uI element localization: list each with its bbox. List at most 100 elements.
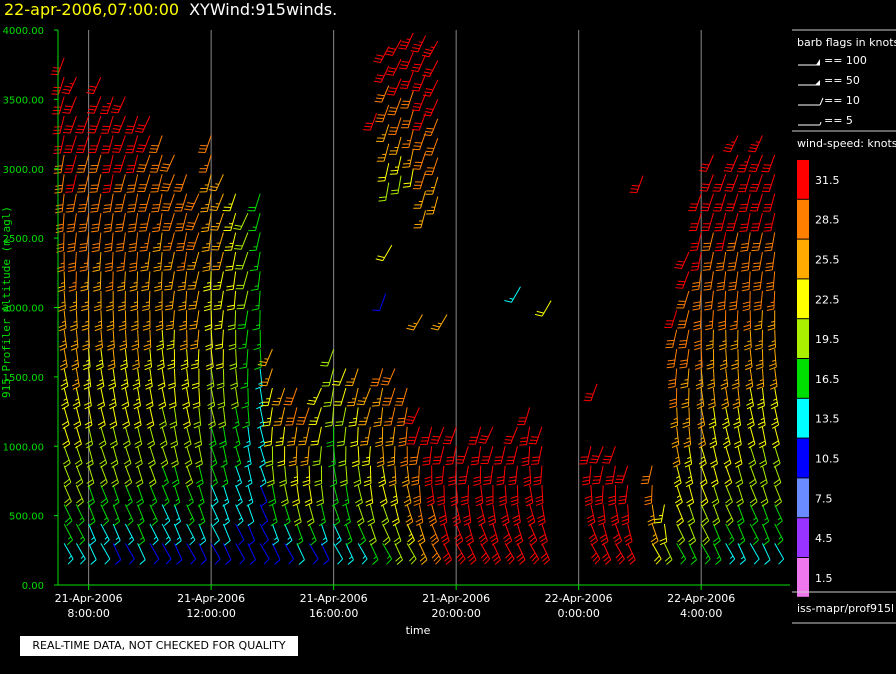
barb-profile-50-2 <box>725 504 734 526</box>
barb-profile-4-4 <box>111 465 119 488</box>
barb-profile-14-5 <box>234 446 242 468</box>
barb-profile-0-2 <box>63 504 73 526</box>
barb-profile-27-4 <box>388 465 397 487</box>
barb-profile-9-1 <box>173 523 182 546</box>
barb-profile-13-17 <box>210 212 224 231</box>
barb-profile-10-2 <box>186 504 195 526</box>
barb-profile-46-9 <box>667 368 678 389</box>
x-tick-time-3: 20:00:00 <box>431 607 480 620</box>
barb-profile-51-16 <box>726 232 739 251</box>
barb-profile-7-20 <box>136 154 151 173</box>
barb-profile-20-5 <box>300 446 310 467</box>
barb-profile-11-5 <box>195 446 203 468</box>
barb-profile-16-9 <box>255 368 263 390</box>
speed-legend-label-7: 10.5 <box>815 453 840 466</box>
speed-legend-bin-7: 10.5 <box>797 438 840 478</box>
barb-profile-3-23 <box>86 96 102 114</box>
barb-profile-16-2 <box>259 504 269 526</box>
barb-profile-15-12 <box>237 310 249 330</box>
barb-profile-31-2 <box>438 504 448 526</box>
barb-profile-9-3 <box>173 484 181 507</box>
barb-profile-23-5 <box>338 446 347 467</box>
barb-profile-32-6 <box>442 426 457 445</box>
barb-profile-52-9 <box>745 368 754 390</box>
barb-profile-12-0 <box>210 543 221 565</box>
barb-profile-16-1 <box>259 523 269 546</box>
barb-profile-50-0 <box>725 543 736 565</box>
barb-profile-0-20 <box>53 154 65 174</box>
barb-upper-3-2 <box>412 171 427 190</box>
barb-profile-22-7 <box>324 407 335 428</box>
barb-upper-2-6 <box>399 52 414 70</box>
barb-profile-11-10 <box>190 349 200 370</box>
barb-profile-32-3 <box>450 485 459 507</box>
barb-profile-5-16 <box>115 232 126 252</box>
barb-profile-1-8 <box>72 387 81 410</box>
barb-profile-34-0 <box>480 543 491 565</box>
barb-profile-47-9 <box>680 368 690 389</box>
barb-profile-3-11 <box>95 329 103 351</box>
barb-profile-14-15 <box>225 251 237 271</box>
barb-profile-8-3 <box>161 484 170 507</box>
barb-profile-7-1 <box>149 523 159 546</box>
barb-profile-9-10 <box>167 349 176 370</box>
barb-profile-34-5 <box>470 446 482 466</box>
barb-profile-9-16 <box>162 232 175 251</box>
barb-profile-53-10 <box>755 349 764 370</box>
barb-profile-15-4 <box>245 465 253 488</box>
barb-profile-54-6 <box>771 426 780 449</box>
barb-profile-11-0 <box>198 543 207 565</box>
barb-profile-19-1 <box>296 523 304 546</box>
barb-profile-6-10 <box>132 349 140 371</box>
barb-profile-35-6 <box>478 426 494 444</box>
barb-profile-33-3 <box>460 485 469 506</box>
barb-profile-38-2 <box>526 504 536 527</box>
barb-upper-3-4 <box>412 132 427 151</box>
barb-profile-15-3 <box>246 484 254 507</box>
barb-profile-19-3 <box>292 485 300 507</box>
speed-legend-bin-6: 13.5 <box>797 398 840 438</box>
barb-profile-30-2 <box>428 504 437 527</box>
barb-profile-23-1 <box>345 523 353 546</box>
barb-profile-6-7 <box>133 407 142 429</box>
barb-profile-49-19 <box>699 174 714 192</box>
title-product: XYWind:915winds. <box>189 0 338 19</box>
barb-profile-39-5 <box>530 446 543 465</box>
barb-profile-7-2 <box>149 504 158 526</box>
barb-profile-20-3 <box>304 485 313 507</box>
barb-profile-46-8 <box>669 387 678 409</box>
barb-profile-34-6 <box>468 426 482 445</box>
barb-profile-50-11 <box>718 329 727 351</box>
barb-profile-15-6 <box>243 426 251 449</box>
x-axis-label: time <box>406 624 431 637</box>
barb-profile-52-10 <box>744 349 753 371</box>
x-tick-date-4: 22-Apr-2006 <box>545 592 613 605</box>
barb-profile-7-18 <box>138 193 151 212</box>
y-tick-label-6: 3000.00 <box>3 165 44 176</box>
barb-profile-8-4 <box>161 465 169 488</box>
barb-profile-13-12 <box>214 310 224 330</box>
barb-profile-0-23 <box>51 96 65 115</box>
barb-profile-5-11 <box>119 329 128 351</box>
barb-profile-22-3 <box>331 484 339 507</box>
barb-profile-29-3 <box>413 485 422 507</box>
barb-profile-49-9 <box>707 368 715 390</box>
barb-profile-3-9 <box>96 368 105 390</box>
barb-profile-27-2 <box>391 504 400 527</box>
barb-profile-50-4 <box>724 465 733 488</box>
barb-profile-49-20 <box>699 154 714 172</box>
barb-profile-12-16 <box>201 232 212 253</box>
barb-profile-22-8 <box>323 387 335 407</box>
barb-profile-49-7 <box>708 407 717 429</box>
barb-profile-6-22 <box>124 115 139 134</box>
barb-profile-25-7 <box>358 407 371 426</box>
barb-profile-0-25 <box>50 57 65 76</box>
barb-profile-20-4 <box>302 465 311 487</box>
barb-profile-10-1 <box>186 523 196 546</box>
barb-profile-47-10 <box>679 349 690 369</box>
barb-profile-13-13 <box>213 290 224 311</box>
barb-profile-39-0 <box>540 543 550 565</box>
barb-profile-11-4 <box>195 465 204 488</box>
barb-profile-2-18 <box>77 193 90 213</box>
barb-profile-2-4 <box>86 465 95 488</box>
